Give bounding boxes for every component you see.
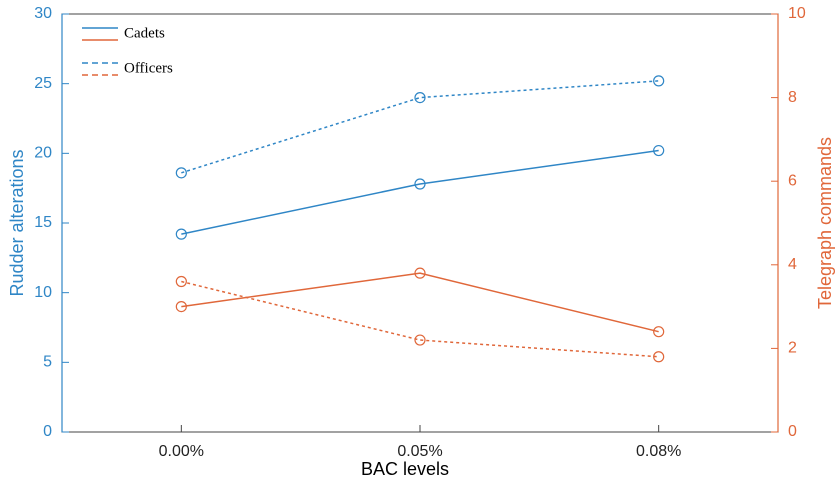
data-point: [175, 275, 187, 288]
data-line: [181, 149, 659, 235]
y-tick-label: 20: [34, 145, 52, 162]
data-point: [175, 167, 187, 179]
plot-frame: [61, 13, 779, 433]
data-point: [414, 91, 426, 104]
y-axis-label: Rudder alterations: [7, 149, 27, 296]
y-tick-label: 15: [34, 214, 52, 231]
data-point: [653, 144, 665, 157]
y-tick-label: 0: [43, 423, 52, 440]
y2-tick-label: 0: [788, 423, 797, 440]
y-tick-label: 5: [43, 354, 52, 371]
y2-tick-label: 6: [788, 172, 797, 189]
y-tick-label: 25: [34, 75, 52, 92]
data-line: [181, 272, 659, 333]
data-point: [414, 334, 426, 346]
y2-tick-label: 10: [788, 5, 806, 22]
x-tick-label: 0.00%: [159, 443, 204, 460]
data-point: [175, 301, 187, 313]
y-tick-label: 10: [34, 284, 52, 301]
data-point: [414, 267, 426, 279]
y2-axis-label: Telegraph commands: [815, 137, 835, 309]
data-point: [653, 326, 665, 338]
y-tick-label: 30: [34, 5, 52, 22]
y2-tick-label: 8: [788, 89, 797, 106]
data-point: [175, 228, 187, 240]
legend-label: Officers: [124, 60, 173, 76]
x-axis-label: BAC levels: [361, 459, 449, 479]
y2-tick-label: 2: [788, 340, 797, 357]
data-point: [414, 178, 426, 190]
data-point: [653, 351, 665, 363]
data-point: [653, 75, 665, 87]
legend-label: Cadets: [124, 25, 165, 41]
data-line: [181, 80, 659, 174]
x-tick-label: 0.05%: [397, 443, 442, 460]
y2-tick-label: 4: [788, 256, 797, 273]
x-tick-label: 0.08%: [636, 443, 681, 460]
